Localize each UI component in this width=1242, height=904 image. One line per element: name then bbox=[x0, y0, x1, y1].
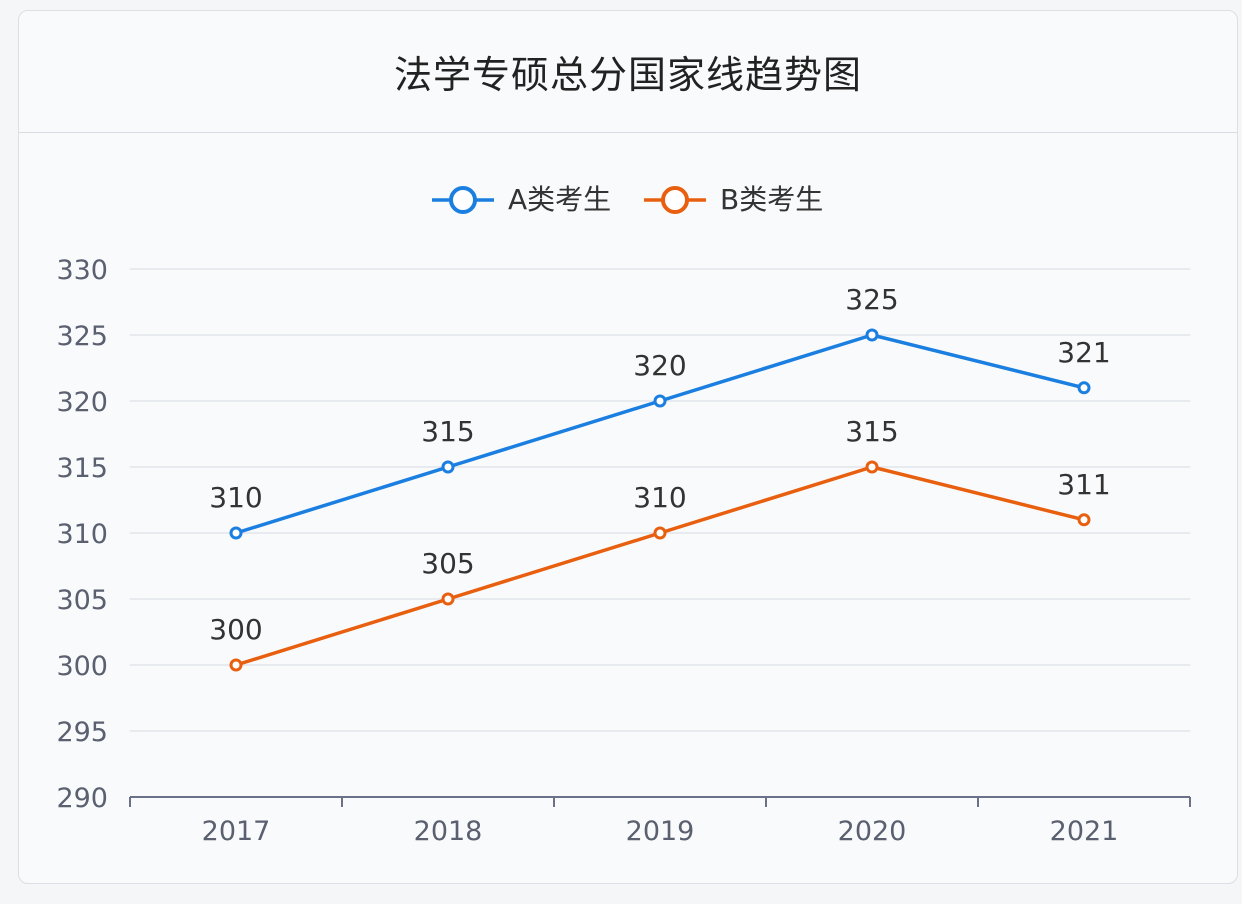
data-label: 310 bbox=[209, 481, 262, 514]
x-tick-label-2021: 2021 bbox=[1050, 816, 1119, 847]
y-tick-label-330: 330 bbox=[56, 255, 108, 286]
legend-label-1: A类考生 bbox=[508, 183, 611, 216]
data-label: 321 bbox=[1057, 336, 1110, 369]
chart-card: 法学专硕总分国家线趋势图 bbox=[18, 10, 1238, 884]
data-label: 300 bbox=[209, 613, 262, 646]
data-point bbox=[653, 394, 667, 408]
data-point bbox=[1077, 513, 1091, 527]
data-point bbox=[229, 658, 243, 672]
data-point bbox=[229, 526, 243, 540]
x-tick-label-2019: 2019 bbox=[626, 816, 695, 847]
x-tick-label-2018: 2018 bbox=[414, 816, 483, 847]
chart-header: 法学专硕总分国家线趋势图 bbox=[19, 11, 1237, 133]
data-label: 315 bbox=[845, 415, 898, 448]
legend-marker-2 bbox=[661, 186, 689, 214]
chart-title: 法学专硕总分国家线趋势图 bbox=[393, 53, 862, 97]
data-label: 320 bbox=[633, 349, 686, 382]
y-tick-label-320: 320 bbox=[56, 387, 108, 418]
data-point bbox=[441, 592, 455, 606]
y-tick-label-290: 290 bbox=[56, 783, 108, 814]
x-tick-label-2020: 2020 bbox=[838, 816, 907, 847]
data-point bbox=[865, 328, 879, 342]
data-label: 315 bbox=[421, 415, 474, 448]
y-tick-label-305: 305 bbox=[56, 585, 108, 616]
data-point bbox=[441, 460, 455, 474]
data-label: 325 bbox=[845, 283, 898, 316]
data-label: 305 bbox=[421, 547, 474, 580]
data-point bbox=[1077, 381, 1091, 395]
data-point bbox=[653, 526, 667, 540]
legend-marker-1 bbox=[449, 186, 477, 214]
y-tick-label-300: 300 bbox=[56, 651, 108, 682]
legend-label-2: B类考生 bbox=[720, 183, 823, 216]
x-tick-label-2017: 2017 bbox=[202, 816, 271, 847]
y-tick-label-310: 310 bbox=[56, 519, 108, 550]
data-point bbox=[865, 460, 879, 474]
y-tick-label-315: 315 bbox=[56, 453, 108, 484]
y-tick-label-295: 295 bbox=[56, 717, 108, 748]
data-label: 310 bbox=[633, 481, 686, 514]
data-label: 311 bbox=[1057, 468, 1110, 501]
y-tick-label-325: 325 bbox=[56, 321, 108, 352]
